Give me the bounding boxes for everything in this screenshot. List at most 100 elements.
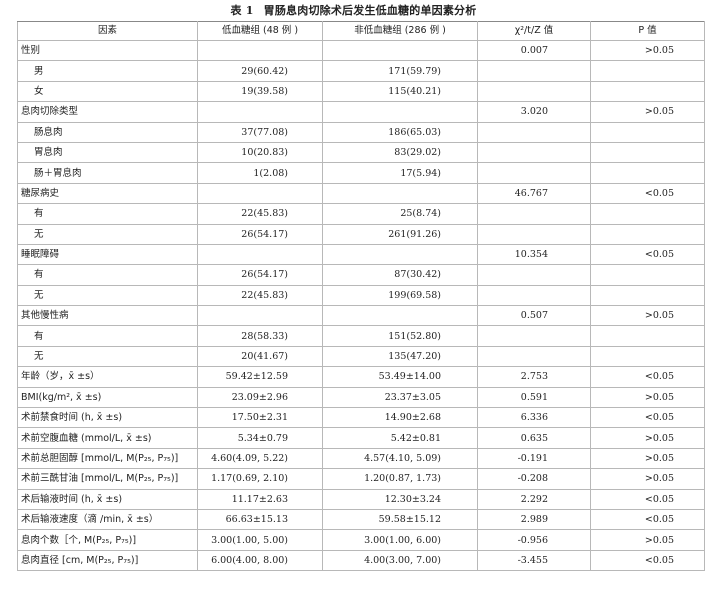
factor-cell: 其他慢性病 — [17, 305, 198, 327]
hypoglycemia-group-cell: 26(54.17) — [197, 223, 323, 245]
table-caption: 表 1 胃肠息肉切除术后发生低血糖的单因素分析 — [0, 2, 707, 18]
factor-cell: BMI(kg/m², x̄ ±s) — [17, 386, 198, 409]
hypoglycemia-group-cell: 1(2.08) — [197, 162, 323, 184]
factor-cell: 无 — [17, 223, 198, 245]
table-body: 性别 0.007 >0.05 男 29(60.42) 171(59.79) 女 19(39.5… — [17, 39, 705, 572]
hypoglycemia-group-cell — [197, 101, 323, 123]
header-non-hypoglycemia-group: 非低血糖组 (286 例 ) — [322, 21, 478, 41]
non-hypoglycemia-group-cell: 87(30.42) — [322, 264, 478, 286]
statistic-cell: -0.191 — [477, 447, 591, 470]
table-row: 有 26(54.17) 87(30.42) — [17, 264, 705, 286]
p-value-cell: <0.05 — [590, 182, 705, 205]
p-value-cell — [590, 264, 705, 286]
hypoglycemia-group-cell: 29(60.42) — [197, 60, 323, 82]
hypoglycemia-group-cell: 4.60(4.09, 5.22) — [197, 447, 323, 470]
hypoglycemia-group-cell: 28(58.33) — [197, 325, 323, 347]
hypoglycemia-group-cell: 1.17(0.69, 2.10) — [197, 468, 323, 490]
header-p-value: P 值 — [590, 21, 705, 41]
hypoglycemia-group-cell: 59.42±12.59 — [197, 366, 323, 388]
non-hypoglycemia-group-cell: 53.49±14.00 — [322, 366, 478, 388]
factor-cell: 术后输液时间 (h, x̄ ±s) — [17, 488, 198, 510]
header-factor: 因素 — [17, 21, 198, 41]
statistic-cell — [477, 80, 591, 103]
table-row: 术后输液时间 (h, x̄ ±s) 11.17±2.63 12.30±3.24 2.2… — [17, 488, 705, 510]
statistic-cell: 2.989 — [477, 508, 591, 531]
hypoglycemia-group-cell: 5.34±0.79 — [197, 427, 323, 449]
non-hypoglycemia-group-cell: 1.20(0.87, 1.73) — [322, 468, 478, 490]
hypoglycemia-group-cell: 17.50±2.31 — [197, 407, 323, 429]
hypoglycemia-group-cell: 19(39.58) — [197, 80, 323, 103]
statistic-cell — [477, 345, 591, 368]
non-hypoglycemia-group-cell: 135(47.20) — [322, 345, 478, 368]
table-row: BMI(kg/m², x̄ ±s) 23.09±2.96 23.37±3.05 0.5… — [17, 386, 705, 409]
non-hypoglycemia-group-cell: 4.57(4.10, 5.09) — [322, 447, 478, 470]
p-value-cell — [590, 162, 705, 184]
p-value-cell: >0.05 — [590, 427, 705, 449]
statistic-cell: 0.635 — [477, 427, 591, 449]
statistic-cell: 3.020 — [477, 101, 591, 123]
statistic-cell — [477, 162, 591, 184]
factor-cell: 女 — [17, 80, 198, 103]
factor-cell: 术前三酰甘油 [mmol/L, M(P₂₅, P₇₅)] — [17, 468, 198, 490]
table-number: 表 1 — [230, 4, 254, 17]
factor-cell: 肠息肉 — [17, 121, 198, 143]
hypoglycemia-group-cell: 66.63±15.13 — [197, 508, 323, 531]
hypoglycemia-group-cell — [197, 182, 323, 205]
statistic-cell — [477, 60, 591, 82]
factor-cell: 术前总胆固醇 [mmol/L, M(P₂₅, P₇₅)] — [17, 447, 198, 470]
non-hypoglycemia-group-cell — [322, 182, 478, 205]
table-row: 年龄（岁，x̄ ±s） 59.42±12.59 53.49±14.00 2.753 <0… — [17, 366, 705, 388]
p-value-cell: >0.05 — [590, 447, 705, 470]
statistic-cell — [477, 203, 591, 225]
table-header-row: 因素 低血糖组 (48 例 ) 非低血糖组 (286 例 ) χ²/t/Z 值 … — [17, 21, 705, 41]
p-value-cell: >0.05 — [590, 39, 705, 62]
non-hypoglycemia-group-cell: 17(5.94) — [322, 162, 478, 184]
factor-cell: 有 — [17, 325, 198, 347]
table-row: 女 19(39.58) 115(40.21) — [17, 80, 705, 103]
hypoglycemia-group-cell: 6.00(4.00, 8.00) — [197, 549, 323, 572]
p-value-cell — [590, 325, 705, 347]
statistic-cell — [477, 121, 591, 143]
non-hypoglycemia-group-cell: 115(40.21) — [322, 80, 478, 103]
table-row: 有 28(58.33) 151(52.80) — [17, 325, 705, 347]
non-hypoglycemia-group-cell: 14.90±2.68 — [322, 407, 478, 429]
hypoglycemia-group-cell — [197, 305, 323, 327]
univariate-analysis-table: 因素 低血糖组 (48 例 ) 非低血糖组 (286 例 ) χ²/t/Z 值 … — [17, 21, 705, 572]
factor-cell: 有 — [17, 203, 198, 225]
factor-cell: 术前空腹血糖 (mmol/L, x̄ ±s) — [17, 427, 198, 449]
statistic-cell: 2.753 — [477, 366, 591, 388]
non-hypoglycemia-group-cell: 3.00(1.00, 6.00) — [322, 529, 478, 551]
hypoglycemia-group-cell — [197, 39, 323, 62]
table-row: 术前三酰甘油 [mmol/L, M(P₂₅, P₇₅)] 1.17(0.69, 2… — [17, 468, 705, 490]
statistic-cell: 2.292 — [477, 488, 591, 510]
factor-cell: 肠＋胃息肉 — [17, 162, 198, 184]
statistic-cell: 6.336 — [477, 407, 591, 429]
table-row: 其他慢性病 0.507 >0.05 — [17, 305, 705, 327]
factor-cell: 术前禁食时间 (h, x̄ ±s) — [17, 407, 198, 429]
p-value-cell: >0.05 — [590, 386, 705, 409]
hypoglycemia-group-cell: 23.09±2.96 — [197, 386, 323, 409]
hypoglycemia-group-cell: 26(54.17) — [197, 264, 323, 286]
factor-cell: 息肉直径 [cm, M(P₂₅, P₇₅)] — [17, 549, 198, 572]
statistic-cell: 0.591 — [477, 386, 591, 409]
non-hypoglycemia-group-cell: 151(52.80) — [322, 325, 478, 347]
non-hypoglycemia-group-cell — [322, 305, 478, 327]
factor-cell: 术后输液速度（滴 /min, x̄ ±s） — [17, 508, 198, 531]
non-hypoglycemia-group-cell: 171(59.79) — [322, 60, 478, 82]
non-hypoglycemia-group-cell — [322, 243, 478, 266]
table-row: 息肉切除类型 3.020 >0.05 — [17, 101, 705, 123]
table-row: 术前空腹血糖 (mmol/L, x̄ ±s) 5.34±0.79 5.42±0.81… — [17, 427, 705, 449]
statistic-cell: 0.007 — [477, 39, 591, 62]
p-value-cell: <0.05 — [590, 407, 705, 429]
table-row: 术后输液速度（滴 /min, x̄ ±s） 66.63±15.13 59.58±15… — [17, 508, 705, 531]
table-title: 胃肠息肉切除术后发生低血糖的单因素分析 — [263, 4, 477, 17]
header-statistic: χ²/t/Z 值 — [477, 21, 591, 41]
p-value-cell — [590, 284, 705, 307]
p-value-cell: >0.05 — [590, 468, 705, 490]
statistic-cell: -0.956 — [477, 529, 591, 551]
non-hypoglycemia-group-cell — [322, 101, 478, 123]
p-value-cell: <0.05 — [590, 366, 705, 388]
statistic-cell: 10.354 — [477, 243, 591, 266]
table-row: 无 22(45.83) 199(69.58) — [17, 284, 705, 307]
